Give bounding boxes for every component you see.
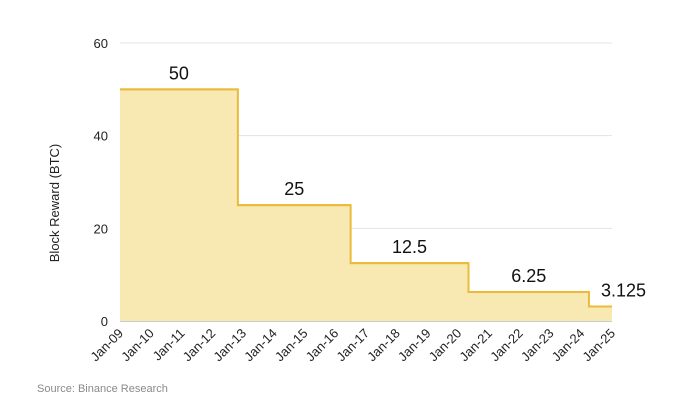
x-tick-label: Jan-24 (549, 326, 588, 365)
y-axis-title: Block Reward (BTC) (47, 144, 62, 262)
x-tick-label: Jan-22 (487, 326, 526, 365)
x-tick-label: Jan-23 (518, 326, 557, 365)
x-tick-label: Jan-15 (272, 326, 311, 365)
y-tick-label: 0 (101, 314, 108, 329)
source-note: Source: Binance Research (37, 383, 168, 395)
data-label: 6.25 (511, 266, 546, 286)
x-tick-label: Jan-25 (579, 326, 618, 365)
x-tick-label: Jan-11 (150, 326, 188, 364)
area-fill (120, 89, 612, 321)
x-tick-label: Jan-16 (303, 326, 342, 365)
x-tick-layer: Jan-09Jan-10Jan-11Jan-12Jan-13Jan-14Jan-… (87, 326, 618, 365)
data-label-layer: 50 25 12.5 6.25 3.125 (169, 63, 646, 300)
y-tick-label: 40 (94, 129, 108, 144)
data-label: 50 (169, 63, 189, 83)
area-layer (120, 88, 612, 321)
data-label: 3.125 (601, 281, 646, 301)
x-tick-label: Jan-17 (333, 326, 372, 365)
x-tick-label: Jan-18 (364, 326, 403, 365)
y-tick-label: 60 (94, 36, 108, 51)
x-tick-label: Jan-21 (456, 326, 495, 365)
x-tick-label: Jan-09 (87, 326, 126, 365)
x-tick-label: Jan-14 (241, 326, 280, 365)
x-tick-label: Jan-12 (180, 326, 219, 365)
x-tick-label: Jan-10 (118, 326, 157, 365)
data-label: 25 (284, 179, 304, 199)
x-tick-label: Jan-13 (210, 326, 249, 365)
data-label: 12.5 (392, 237, 427, 257)
y-tick-layer: 0 20 40 60 (94, 36, 108, 329)
x-tick-label: Jan-19 (395, 326, 434, 365)
y-tick-label: 20 (94, 221, 108, 236)
x-tick-label: Jan-20 (426, 326, 465, 365)
